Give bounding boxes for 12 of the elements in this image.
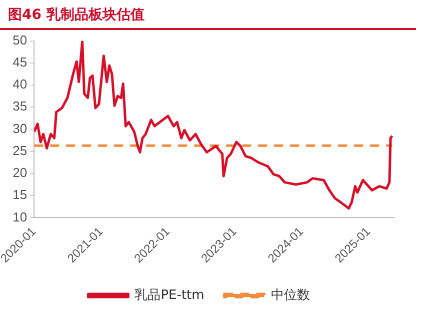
legend-label: 中位数 [270, 288, 310, 303]
legend-label: 乳品PE-ttm [134, 288, 204, 303]
y-tick-label: 35 [12, 98, 28, 114]
y-tick-label: 40 [12, 76, 28, 92]
y-tick-label: 45 [12, 54, 28, 70]
y-tick-label: 50 [12, 32, 28, 48]
chart-title: 图46 乳制品板块估值 [0, 0, 416, 30]
y-tick-label: 30 [12, 120, 28, 136]
y-tick-label: 10 [12, 209, 28, 224]
y-tick-label: 25 [12, 142, 28, 158]
y-tick-label: 15 [12, 187, 28, 202]
y-tick-label: 20 [12, 165, 28, 180]
